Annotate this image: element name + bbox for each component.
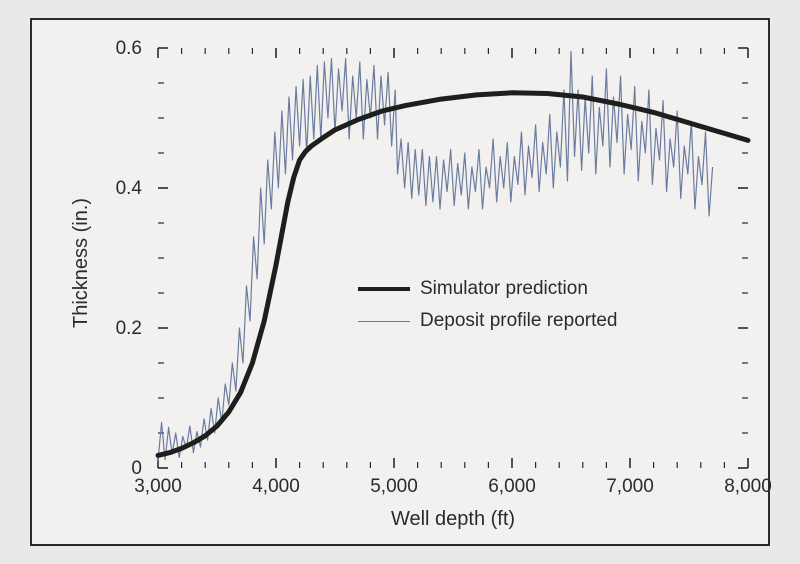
legend-item-reported: Deposit profile reported <box>358 310 618 332</box>
x-tick-label: 6,000 <box>488 476 536 498</box>
y-tick-label: 0.2 <box>116 318 142 340</box>
legend: Simulator prediction Deposit profile rep… <box>358 278 618 342</box>
x-tick-label: 3,000 <box>134 476 182 498</box>
y-tick-label: 0.4 <box>116 178 142 200</box>
legend-label-reported: Deposit profile reported <box>420 310 618 332</box>
x-tick-label: 7,000 <box>606 476 654 498</box>
y-axis-title: Thickness (in.) <box>70 198 93 328</box>
plot-svg <box>158 48 748 468</box>
chart-frame: Thickness (in.) Well depth (ft) Simulato… <box>30 18 770 546</box>
legend-swatch-simulator <box>358 287 410 291</box>
y-tick-label: 0.6 <box>116 38 142 60</box>
legend-label-simulator: Simulator prediction <box>420 278 588 300</box>
x-tick-label: 4,000 <box>252 476 300 498</box>
x-tick-label: 5,000 <box>370 476 418 498</box>
x-tick-label: 8,000 <box>724 476 772 498</box>
plot-area <box>158 48 748 468</box>
legend-swatch-reported <box>358 321 410 322</box>
x-axis-title: Well depth (ft) <box>391 508 515 531</box>
legend-item-simulator: Simulator prediction <box>358 278 618 300</box>
